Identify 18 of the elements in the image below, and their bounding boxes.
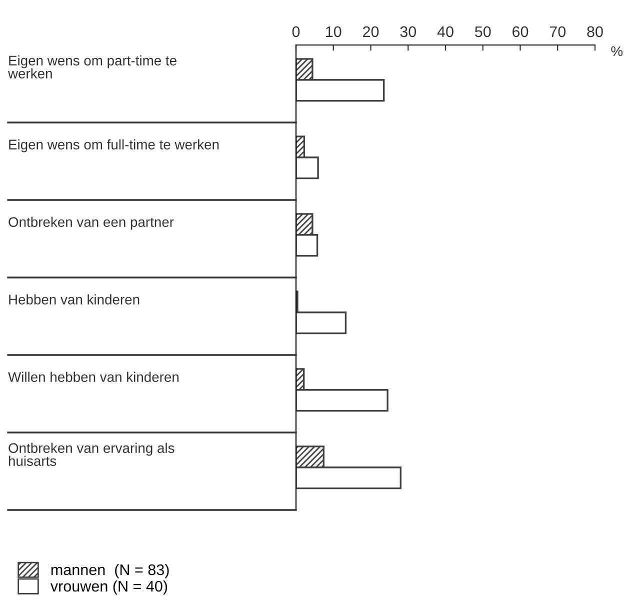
x-tick-label: 10 bbox=[326, 26, 342, 38]
x-tick-label: 50 bbox=[474, 26, 491, 38]
y-tick-label: Ontbreken van een partner bbox=[8, 216, 174, 230]
y-tick-label: Hebben van kinderen bbox=[9, 294, 140, 304]
x-tick-label: 40 bbox=[437, 26, 454, 38]
legend-label: vrouwen (N = 40) bbox=[50, 580, 168, 595]
x-tick-label: 20 bbox=[363, 26, 379, 38]
legend-label: mannen (N = 83) bbox=[51, 564, 169, 578]
x-tick-label: 30 bbox=[400, 26, 416, 38]
y-tick-label: Eigen wens om full-time te werken bbox=[9, 139, 219, 152]
x-tick-label: 0 bbox=[292, 26, 300, 38]
x-tick-label: 60 bbox=[512, 26, 528, 38]
x-tick-label: 80 bbox=[587, 26, 603, 38]
x-tick-label: 70 bbox=[550, 26, 566, 38]
x-axis-title: % bbox=[611, 46, 623, 56]
y-tick-label: Eigen wens om part-time te werken bbox=[8, 55, 176, 78]
y-tick-label: Willen hebben van kinderen bbox=[8, 372, 179, 382]
y-tick-label: Ontbreken van ervaring als huisarts bbox=[8, 442, 174, 466]
